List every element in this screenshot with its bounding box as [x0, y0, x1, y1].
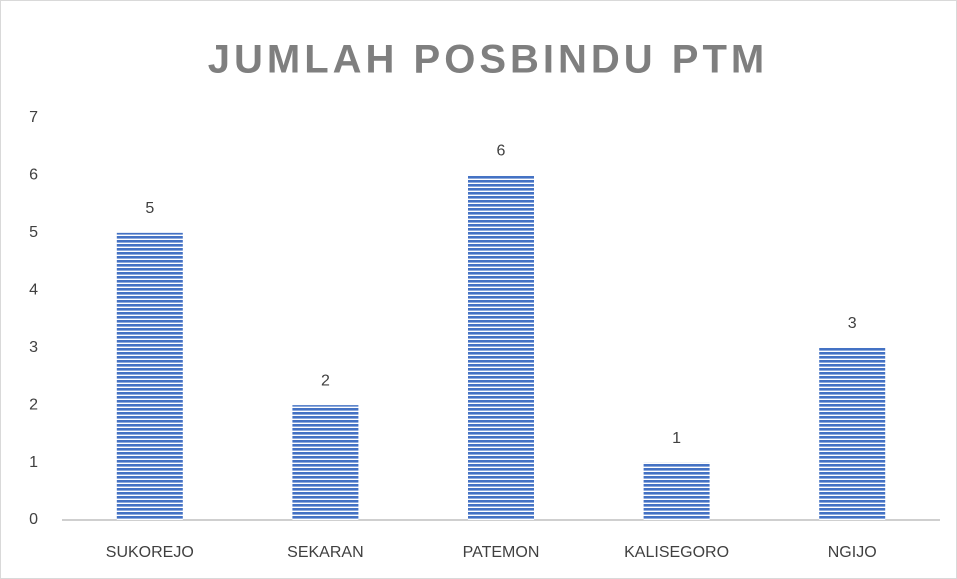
y-tick-label: 4 — [29, 282, 38, 299]
data-label: 3 — [848, 315, 857, 332]
bar — [292, 405, 359, 520]
y-tick-label: 5 — [29, 224, 38, 241]
y-tick-label: 6 — [29, 167, 38, 184]
data-label: 6 — [497, 143, 506, 160]
x-tick-label: NGIJO — [828, 544, 877, 561]
chart-title: JUMLAH POSBINDU PTM — [208, 38, 768, 82]
y-tick-label: 7 — [29, 109, 38, 126]
x-tick-label: KALISEGORO — [624, 544, 729, 561]
x-tick-label: SEKARAN — [287, 544, 363, 561]
data-label: 2 — [321, 372, 330, 389]
data-label: 1 — [672, 430, 681, 447]
y-tick-label: 0 — [29, 511, 38, 528]
bar — [116, 232, 183, 520]
bar — [468, 175, 534, 520]
x-tick-label: PATEMON — [463, 544, 540, 561]
bar — [643, 462, 710, 520]
x-tick-label: SUKOREJO — [106, 544, 194, 561]
y-tick-label: 2 — [29, 396, 38, 413]
bar — [819, 347, 886, 520]
y-tick-label: 3 — [29, 339, 38, 356]
data-label: 5 — [145, 200, 154, 217]
y-tick-label: 1 — [29, 454, 38, 471]
